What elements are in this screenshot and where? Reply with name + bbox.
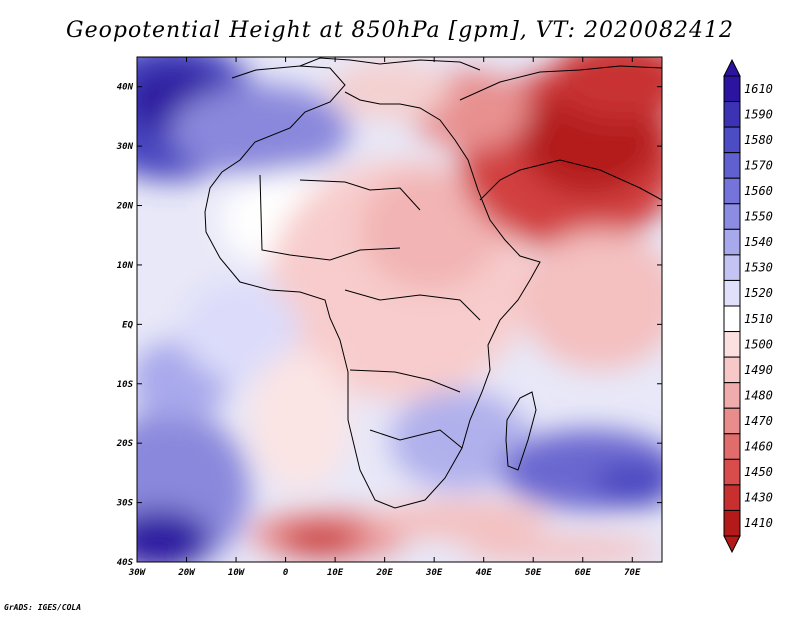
lat-tick-label: 10N [117, 261, 134, 271]
lat-tick-label: 20N [116, 202, 134, 212]
colorbar-label: 1450 [744, 465, 773, 479]
colorbar-swatch [723, 305, 741, 333]
colorbar-label: 1610 [744, 82, 773, 96]
colorbar-label: 1510 [744, 312, 773, 326]
colorbar-label: 1430 [744, 491, 773, 505]
lon-tick-label: 60E [575, 568, 592, 578]
colorbar-label: 1570 [744, 158, 773, 172]
colorbar-label: 1460 [744, 440, 773, 454]
lat-tick-label: 40N [117, 83, 134, 93]
colorbar-label: 1500 [744, 337, 773, 351]
lon-tick-label: 40E [476, 568, 493, 578]
lat-tick-label: EQ [122, 320, 133, 330]
colorbar-swatch [723, 177, 741, 205]
colorbar-swatch [723, 407, 741, 435]
lat-tick-label: 10S [117, 380, 134, 390]
colorbar-swatch [723, 331, 741, 358]
lon-tick-label: 0 [283, 568, 289, 578]
colorbar-label: 1580 [744, 133, 773, 147]
colorbar-label: 1550 [744, 210, 773, 224]
colorbar: 1610 1590 1580 1570 1560 1550 1540 1530 1520 1510… [723, 58, 773, 554]
colorbar-label: 1490 [744, 363, 773, 377]
colorbar-label: 1530 [744, 261, 773, 275]
colorbar-top-arrow [723, 58, 741, 77]
lat-tick-label: 30S [116, 499, 134, 509]
colorbar-swatch [723, 458, 741, 486]
colorbar-label: 1560 [744, 184, 773, 198]
height-field [137, 57, 662, 562]
lon-tick-label: 30E [425, 568, 443, 578]
lon-tick-label: 10W [228, 568, 246, 578]
colorbar-swatch [723, 382, 741, 409]
lat-tick-label: 20S [116, 439, 134, 449]
colorbar-swatch [723, 228, 741, 256]
lat-tick-label: 40S [117, 558, 134, 568]
colorbar-swatch [723, 75, 741, 103]
colorbar-swatch [723, 279, 741, 307]
colorbar-label: 1470 [744, 414, 773, 428]
colorbar-swatch [723, 203, 741, 230]
lat-tick-label: 30N [116, 142, 134, 152]
colorbar-label: 1590 [744, 107, 773, 121]
colorbar-swatch [723, 433, 741, 460]
lon-tick-label: 30W [128, 568, 147, 578]
plot-frame [136, 56, 663, 563]
map-title: Geopotential Height at 850hPa [gpm], VT:… [66, 18, 734, 43]
colorbar-swatch [723, 509, 741, 537]
colorbar-swatch [723, 126, 741, 154]
colorbar-swatch [723, 152, 741, 179]
colorbar-label: 1520 [744, 286, 773, 300]
coastlines [204, 57, 662, 509]
longitude-axis: 30W 20W 10W 0 10E 20E 30E 40E 50E 60E 70E [128, 57, 641, 578]
colorbar-label: 1540 [744, 235, 773, 249]
colorbar-swatch [723, 254, 741, 281]
colorbar-swatch [723, 101, 741, 128]
colorbar-label: 1410 [744, 516, 773, 530]
latitude-axis: 40N 30N 20N 10N EQ 10S 20S 30S 40S [116, 83, 662, 568]
lon-tick-label: 50E [525, 568, 542, 578]
colorbar-swatch [723, 484, 741, 511]
lon-tick-label: 20W [177, 568, 196, 578]
lon-tick-label: 20E [376, 568, 394, 578]
footer-credit: GrADS: IGES/COLA [4, 603, 82, 612]
colorbar-bottom-arrow [723, 535, 741, 554]
lon-tick-label: 70E [624, 568, 641, 578]
lon-tick-label: 10E [327, 568, 344, 578]
colorbar-swatch [723, 356, 741, 384]
colorbar-label: 1480 [744, 388, 773, 402]
